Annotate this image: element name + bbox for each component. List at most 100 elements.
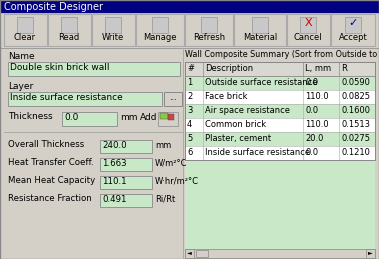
Text: Plaster, cement: Plaster, cement — [205, 134, 271, 143]
Bar — [160, 113, 168, 119]
Text: 4: 4 — [187, 120, 192, 129]
Text: Face brick: Face brick — [205, 92, 247, 101]
Bar — [345, 17, 361, 33]
Bar — [185, 62, 375, 76]
Text: 6: 6 — [187, 148, 193, 157]
Bar — [100, 176, 152, 189]
Bar — [234, 14, 286, 46]
Bar — [61, 17, 77, 33]
Bar — [0, 48, 379, 259]
Text: Description: Description — [205, 64, 253, 73]
Text: 0.1513: 0.1513 — [341, 120, 370, 129]
Text: Resistance Fraction: Resistance Fraction — [8, 194, 92, 203]
Text: ►: ► — [368, 250, 373, 255]
Text: Read: Read — [58, 33, 80, 42]
Text: Ri/Rt: Ri/Rt — [155, 195, 175, 204]
Text: Inside surface resistance: Inside surface resistance — [205, 148, 310, 157]
Bar — [62, 112, 117, 126]
Text: 0.0275: 0.0275 — [341, 134, 370, 143]
Text: Clear: Clear — [14, 33, 36, 42]
Text: 110.1: 110.1 — [102, 177, 127, 186]
Text: Wall Composite Summary (Sort from Outside to Inside): Wall Composite Summary (Sort from Outsid… — [185, 50, 379, 59]
Bar — [287, 14, 330, 46]
Bar — [8, 62, 180, 76]
Text: L, mm: L, mm — [305, 64, 331, 73]
Text: 110.0: 110.0 — [305, 120, 329, 129]
Text: mm: mm — [155, 141, 171, 150]
Bar — [201, 17, 217, 33]
Text: #: # — [187, 64, 194, 73]
Text: 3: 3 — [187, 106, 193, 115]
Text: 2: 2 — [187, 92, 192, 101]
Text: ✓: ✓ — [348, 18, 358, 28]
Text: Add: Add — [140, 113, 158, 122]
Bar — [152, 17, 168, 33]
Text: Overall Thickness: Overall Thickness — [8, 140, 84, 149]
Text: Material: Material — [243, 33, 277, 42]
Bar — [331, 14, 375, 46]
Bar — [185, 118, 375, 132]
Text: Inside surface resistance: Inside surface resistance — [10, 93, 123, 103]
Text: 0.0: 0.0 — [305, 106, 318, 115]
Bar — [0, 0, 379, 13]
Text: 5: 5 — [187, 134, 192, 143]
Bar — [185, 146, 375, 160]
Bar — [100, 140, 152, 153]
Bar — [366, 249, 375, 258]
Bar — [100, 158, 152, 171]
Bar — [136, 14, 184, 46]
Text: Manage: Manage — [143, 33, 177, 42]
Bar — [185, 104, 375, 118]
Text: Outside surface resistance: Outside surface resistance — [205, 78, 318, 87]
Text: R: R — [341, 64, 347, 73]
Bar — [4, 14, 47, 46]
Text: X: X — [304, 18, 312, 28]
Text: Accept: Accept — [338, 33, 367, 42]
Bar — [164, 92, 182, 106]
Text: Composite Designer: Composite Designer — [4, 2, 103, 12]
Text: Double skin brick wall: Double skin brick wall — [10, 63, 110, 73]
Bar — [185, 76, 375, 90]
Bar — [168, 114, 174, 120]
Bar — [0, 13, 379, 48]
Text: Write: Write — [102, 33, 124, 42]
Bar — [196, 250, 208, 257]
Text: 1: 1 — [187, 78, 192, 87]
Bar — [252, 17, 268, 33]
Text: Mean Heat Capacity: Mean Heat Capacity — [8, 176, 95, 185]
Text: 0.1210: 0.1210 — [341, 148, 370, 157]
Text: Cancel: Cancel — [294, 33, 322, 42]
Text: mm: mm — [120, 113, 138, 122]
Text: ◄: ◄ — [187, 250, 192, 255]
Text: 0.0: 0.0 — [305, 78, 318, 87]
Bar — [48, 14, 91, 46]
Bar — [8, 92, 162, 106]
Text: Heat Transfer Coeff.: Heat Transfer Coeff. — [8, 158, 94, 167]
Text: 0.0: 0.0 — [305, 148, 318, 157]
Text: W·hr/m²°C: W·hr/m²°C — [155, 177, 199, 186]
Text: 0.0: 0.0 — [64, 113, 78, 123]
Text: 0.0590: 0.0590 — [341, 78, 370, 87]
Bar — [185, 14, 233, 46]
Bar — [185, 249, 194, 258]
Text: ...: ... — [169, 93, 177, 103]
Bar — [185, 160, 375, 249]
Text: 240.0: 240.0 — [102, 141, 127, 150]
Text: 0.0825: 0.0825 — [341, 92, 370, 101]
Text: Refresh: Refresh — [193, 33, 225, 42]
Bar — [185, 132, 375, 146]
Bar — [92, 14, 135, 46]
Text: 1.663: 1.663 — [102, 160, 127, 169]
Text: 20.0: 20.0 — [305, 134, 323, 143]
Text: 0.491: 0.491 — [102, 196, 127, 205]
Text: 0.1600: 0.1600 — [341, 106, 370, 115]
Text: Thickness: Thickness — [8, 112, 53, 121]
Text: 110.0: 110.0 — [305, 92, 329, 101]
Bar — [185, 90, 375, 104]
Bar — [185, 62, 375, 160]
Text: Name: Name — [8, 52, 34, 61]
Bar — [185, 249, 375, 258]
Bar — [17, 17, 33, 33]
Bar — [100, 194, 152, 207]
Bar — [300, 17, 316, 33]
